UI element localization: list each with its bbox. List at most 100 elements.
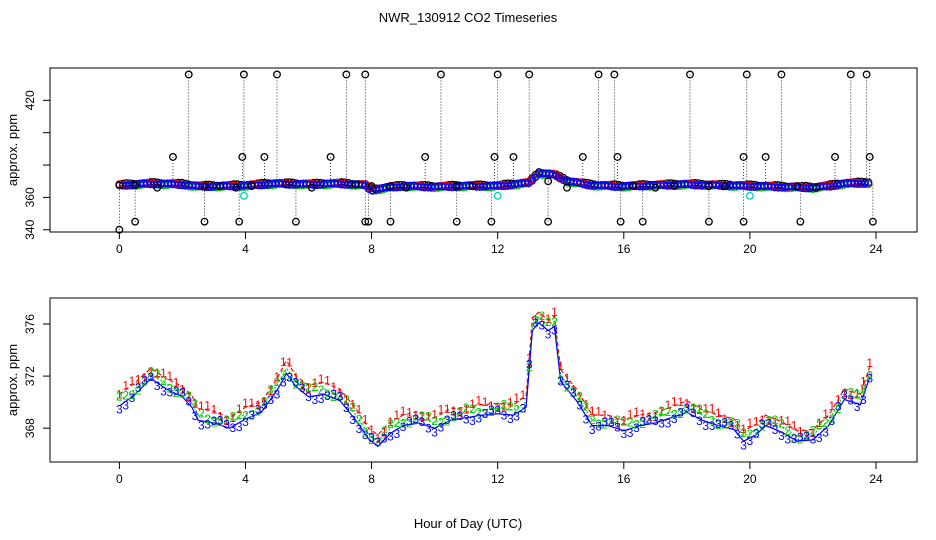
bottom-series-marker-2: 2: [122, 389, 129, 403]
bottom-series-marker-3: 3: [425, 422, 432, 436]
bottom-series-marker-2: 2: [286, 370, 293, 384]
bottom-series-marker-1: 1: [299, 378, 306, 392]
bottom-series-marker-3: 3: [803, 429, 810, 443]
bottom-series-marker-1: 1: [728, 416, 735, 430]
bottom-series-marker-2: 2: [444, 414, 451, 428]
bottom-series-marker-1: 1: [198, 399, 205, 413]
bottom-series-marker-3: 3: [816, 431, 823, 445]
top-data-point: [354, 180, 363, 189]
bottom-series-marker-1: 1: [778, 413, 785, 427]
bottom-series-marker-3: 3: [646, 412, 653, 426]
bottom-x-tick-label: 12: [491, 472, 505, 486]
bottom-series-marker-3: 3: [393, 427, 400, 441]
top-outlier-point: [402, 183, 411, 192]
top-data-point: [261, 181, 269, 190]
bottom-series-marker-1: 1: [129, 374, 136, 388]
bottom-series-marker-1: 1: [211, 402, 218, 416]
top-data-point: [829, 182, 838, 191]
bottom-series-marker-1: 1: [866, 356, 873, 370]
bottom-series-marker-1: 1: [702, 401, 709, 415]
top-outlier-point: [468, 182, 477, 191]
bottom-series-marker-1: 1: [387, 415, 394, 429]
top-outlier-point: [351, 180, 360, 189]
bottom-series-marker-1: 1: [822, 407, 829, 421]
bottom-x-axis: 0 4 8 12 16 20 24: [116, 462, 883, 486]
bottom-series-marker-1: 1: [375, 431, 382, 445]
bottom-series-marker-1: 1: [223, 414, 230, 428]
bottom-plot-frame: [49, 297, 918, 463]
bottom-series-marker-3: 3: [702, 419, 709, 433]
bottom-series-marker-1: 1: [185, 390, 192, 404]
bottom-series-marker-1: 1: [135, 372, 142, 386]
bottom-series-marker-3: 3: [141, 374, 148, 388]
bottom-series-marker-3: 3: [463, 413, 470, 427]
bottom-series-marker-2: 2: [753, 427, 760, 441]
bottom-series-marker-3: 3: [583, 412, 590, 426]
bottom-series-marker-1: 1: [690, 402, 697, 416]
bottom-series-marker-3: 3: [362, 428, 369, 442]
bottom-series-marker-2: 2: [810, 424, 817, 438]
bottom-series-marker-2: 2: [318, 383, 325, 397]
top-outlier-point: [184, 70, 193, 79]
top-data-point: [368, 186, 377, 195]
bottom-x-tick-label: 24: [869, 472, 883, 486]
bottom-x-tick-label: 0: [116, 472, 123, 486]
bottom-series-marker-2: 2: [627, 416, 634, 430]
top-x-tick-label: 20: [743, 242, 757, 256]
bottom-series-marker-3: 3: [469, 414, 476, 428]
bottom-series-marker-2: 2: [526, 360, 533, 374]
bottom-series-marker-2: 2: [507, 400, 514, 414]
bottom-series-marker-1: 1: [154, 366, 161, 380]
bottom-series-marker-3: 3: [444, 413, 451, 427]
bottom-series-marker-1: 1: [166, 369, 173, 383]
bottom-series-marker-2: 2: [204, 412, 211, 426]
bottom-series-marker-3: 3: [822, 426, 829, 440]
bottom-series-marker-3: 3: [356, 422, 363, 436]
bottom-series-marker-1: 1: [463, 402, 470, 416]
bottom-series-marker-1: 1: [362, 412, 369, 426]
bottom-series-marker-3: 3: [557, 374, 564, 388]
bottom-series-marker-3: 3: [652, 414, 659, 428]
bottom-series-marker-3: 3: [280, 376, 287, 390]
bottom-series-marker-2: 2: [311, 380, 318, 394]
top-outlier-point: [742, 70, 751, 79]
top-data-point: [833, 181, 842, 190]
bottom-series-marker-2: 2: [740, 426, 747, 440]
bottom-series-marker-3: 3: [715, 417, 722, 431]
bottom-series-marker-2: 2: [255, 405, 262, 419]
bottom-series-marker-3: 3: [267, 393, 274, 407]
bottom-series-marker-2: 2: [501, 398, 508, 412]
bottom-series-marker-1: 1: [810, 426, 817, 440]
top-y-tick-label: 360: [23, 187, 37, 207]
top-outlier-point: [739, 217, 748, 226]
bottom-series-marker-2: 2: [431, 414, 438, 428]
bottom-y-axis-label: approx. ppm: [5, 344, 20, 416]
bottom-series-marker-3: 3: [293, 375, 300, 389]
bottom-series-marker-3: 3: [784, 432, 791, 446]
bottom-series-marker-3: 3: [311, 393, 318, 407]
bottom-series-marker-2: 2: [482, 407, 489, 421]
bottom-series-marker-1: 1: [639, 407, 646, 421]
bottom-series-marker-2: 2: [614, 413, 621, 427]
bottom-series-marker-2: 2: [772, 413, 779, 427]
bottom-series-marker-3: 3: [532, 316, 539, 330]
bottom-series-marker-1: 1: [501, 400, 508, 414]
bottom-series-marker-2: 2: [173, 386, 180, 400]
bottom-series-marker-2: 2: [513, 402, 520, 416]
bottom-series-marker-3: 3: [166, 385, 173, 399]
bottom-series-marker-3: 3: [192, 409, 199, 423]
bottom-series-marker-2: 2: [419, 409, 426, 423]
bottom-series-marker-1: 1: [753, 414, 760, 428]
bottom-series-marker-2: 2: [835, 402, 842, 416]
bottom-series-marker-2: 2: [387, 417, 394, 431]
bottom-series-marker-3: 3: [160, 385, 167, 399]
bottom-series-marker-2: 2: [425, 409, 432, 423]
bottom-series-marker-1: 1: [457, 405, 464, 419]
bottom-series-marker-2: 2: [715, 418, 722, 432]
bottom-series-marker-3: 3: [639, 415, 646, 429]
top-outlier-point: [610, 70, 619, 79]
bottom-series-marker-2: 2: [217, 415, 224, 429]
bottom-series-marker-1: 1: [356, 403, 363, 417]
bottom-series-marker-2: 2: [595, 417, 602, 431]
bottom-series-marker-1: 1: [179, 383, 186, 397]
